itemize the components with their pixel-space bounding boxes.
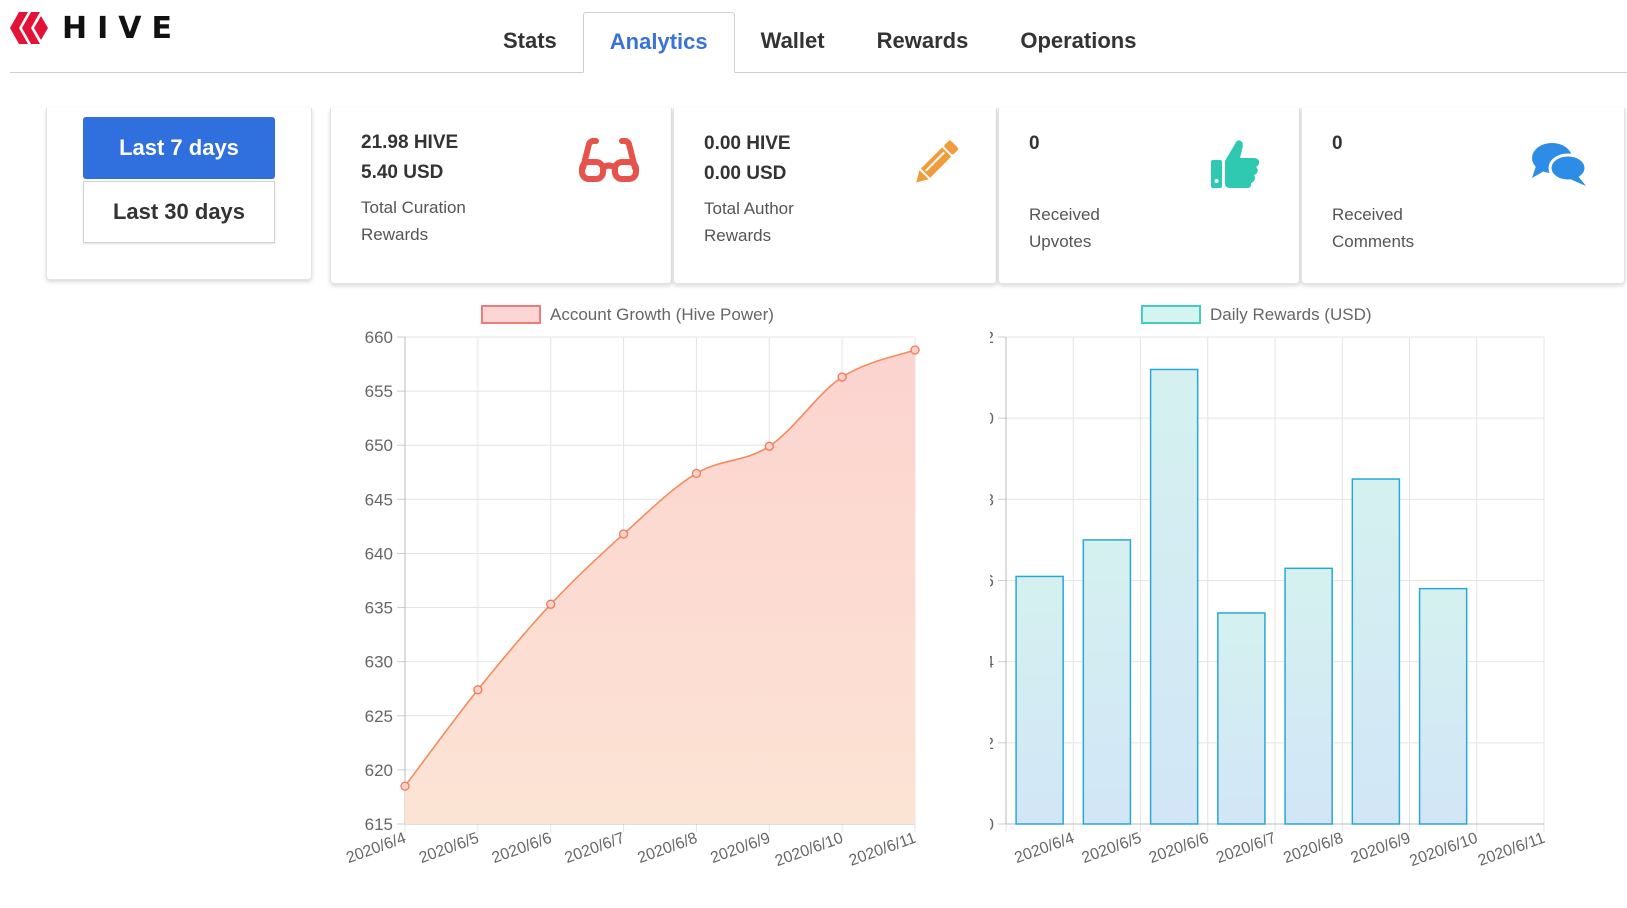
x-tick-label: 2020/6/9: [1349, 830, 1413, 867]
author-hive-value: 0.00 HIVE: [704, 133, 791, 154]
pencil-icon: [908, 136, 962, 195]
curation-rewards-label: Total Curation Rewards: [361, 198, 466, 244]
data-point: [546, 599, 556, 609]
last-30-days-button[interactable]: Last 30 days: [83, 181, 275, 243]
hive-logo[interactable]: HIVE: [10, 8, 182, 48]
x-tick-label: 2020/6/4: [344, 830, 408, 867]
comments-label: Received Comments: [1332, 205, 1415, 251]
y-tick-label: 0.4: [990, 653, 994, 672]
author-usd-value: 0.00 USD: [704, 163, 787, 184]
thumbs-up-icon: [1209, 138, 1261, 195]
x-tick-label: 2020/6/9: [708, 830, 772, 867]
y-tick-label: 615: [365, 815, 393, 834]
x-tick-label: 2020/6/5: [417, 830, 481, 867]
x-tick-label: 2020/6/7: [563, 830, 627, 867]
bar: [1082, 539, 1132, 825]
y-tick-label: 640: [365, 544, 393, 563]
area-fill: [405, 349, 915, 824]
bar: [1149, 368, 1199, 825]
author-rewards-label: Total Author Rewards: [704, 199, 794, 245]
data-point: [618, 529, 629, 539]
data-point: [837, 372, 847, 382]
chart-legend: Account Growth (Hive Power): [481, 305, 774, 324]
x-tick-label: 2020/6/8: [1281, 830, 1345, 867]
author-rewards-card: 0.00 HIVE 0.00 USD Total Author Rewards: [673, 108, 997, 284]
curation-usd-value: 5.40 USD: [361, 162, 444, 183]
bar: [1015, 575, 1064, 825]
upvotes-label: Received Upvotes: [1029, 205, 1100, 251]
y-tick-label: 630: [365, 653, 393, 672]
bar: [1284, 567, 1333, 825]
y-tick-label: 1.0: [990, 409, 994, 428]
y-tick-label: 0: [990, 815, 994, 834]
y-tick-label: 0.2: [990, 734, 994, 753]
account-growth-svg: Account Growth (Hive Power) 660 655 650 645 6…: [344, 305, 920, 870]
comments-card: 0 Received Comments: [1301, 108, 1625, 284]
y-tick-label: 625: [365, 707, 393, 726]
range-selector-card: Last 7 days Last 30 days: [46, 108, 312, 280]
legend-label: Daily Rewards (USD): [1210, 305, 1372, 324]
x-tick-label: 2020/6/10: [1407, 830, 1480, 870]
data-point: [910, 345, 920, 355]
y-tick-label: 1.2: [990, 328, 994, 347]
legend-label: Account Growth (Hive Power): [550, 305, 774, 324]
curation-hive-value: 21.98 HIVE: [361, 132, 459, 153]
y-tick-label: 635: [365, 599, 393, 618]
upvotes-value: 0: [1029, 133, 1040, 154]
bar: [1217, 612, 1266, 825]
x-tick-label: 2020/6/6: [1147, 830, 1211, 867]
y-tick-label: 650: [365, 436, 393, 455]
nav-tabs: Stats Analytics Wallet Rewards Operation…: [488, 12, 1162, 73]
bar: [1351, 478, 1401, 825]
daily-rewards-svg: Daily Rewards (USD) 1.2 1.0 0.8 0.6 0.4 0.2 0 20…: [970, 305, 1548, 870]
legend-swatch: [481, 305, 541, 324]
last-7-days-button[interactable]: Last 7 days: [83, 117, 275, 179]
x-tick-label: 2020/6/10: [773, 830, 846, 870]
tab-stats[interactable]: Stats: [503, 28, 557, 53]
hive-logo-icon: [10, 12, 48, 44]
x-tick-label: 2020/6/4: [1012, 830, 1076, 867]
x-tick-label: 2020/6/11: [847, 830, 919, 870]
x-tick-label: 2020/6/11: [1476, 830, 1548, 870]
brand-name: HIVE: [62, 10, 182, 46]
tab-wallet[interactable]: Wallet: [760, 28, 825, 53]
y-tick-label: 660: [365, 328, 393, 347]
y-tick-label: 0.6: [990, 572, 994, 591]
comments-icon: [1530, 140, 1588, 193]
y-tick-label: 655: [365, 382, 393, 401]
y-tick-label: 645: [365, 490, 393, 509]
x-tick-label: 2020/6/6: [490, 830, 554, 867]
x-tick-label: 2020/6/5: [1080, 830, 1144, 867]
account-growth-chart: Account Growth (Hive Power) 660 655 650 645 6…: [340, 302, 960, 907]
y-tick-label: 0.8: [990, 490, 994, 509]
daily-rewards-chart: Daily Rewards (USD) 1.2 1.0 0.8 0.6 0.4 0.2 0 20…: [970, 302, 1615, 907]
x-tick-label: 2020/6/7: [1214, 830, 1278, 867]
data-point: [400, 781, 410, 791]
curation-rewards-card: 21.98 HIVE 5.40 USD Total Curation Rewar…: [330, 108, 672, 284]
tab-rewards[interactable]: Rewards: [876, 28, 969, 53]
y-tick-label: 620: [365, 761, 393, 780]
data-point: [473, 685, 483, 695]
legend-swatch: [1141, 305, 1201, 324]
chart-legend: Daily Rewards (USD): [1141, 305, 1372, 324]
tab-analytics[interactable]: Analytics: [582, 12, 735, 73]
glasses-icon: [579, 137, 639, 189]
data-point: [691, 468, 702, 479]
x-tick-label: 2020/6/8: [635, 830, 699, 867]
tab-operations[interactable]: Operations: [1020, 28, 1137, 53]
bar: [1418, 587, 1468, 825]
nav-divider: [10, 72, 1627, 73]
upvotes-card: 0 Received Upvotes: [998, 108, 1300, 284]
comments-value: 0: [1332, 133, 1343, 154]
series-line: [404, 349, 916, 787]
data-point: [764, 441, 774, 451]
